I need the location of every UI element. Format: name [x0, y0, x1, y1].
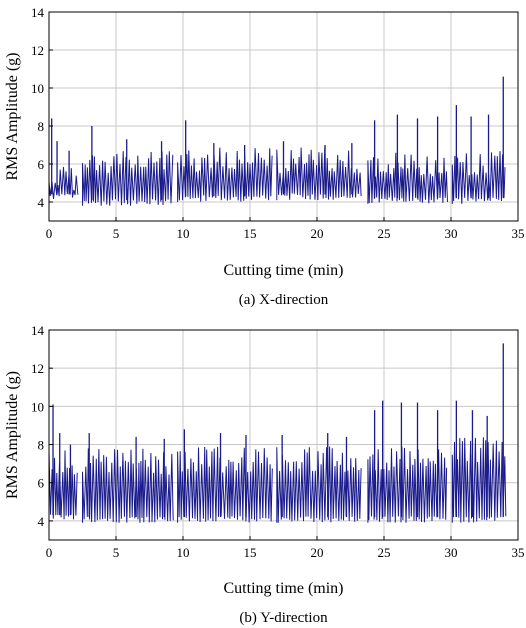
x-tick-label: 0 [46, 545, 53, 560]
signal-segment [177, 147, 273, 202]
x-tick-label: 35 [512, 226, 525, 241]
x-tick-label: 10 [177, 226, 190, 241]
chart-panel-y: 0 5 10 15 20 25 30 35 4 6 8 10 12 14 Cutting time (min… [4, 323, 525, 626]
y-axis-label: RMS Amplitude (g) [4, 371, 21, 499]
signal-segment [451, 437, 507, 523]
y-tick-label: 4 [38, 514, 45, 529]
x-tick-label: 30 [445, 226, 458, 241]
x-tick-label: 20 [311, 226, 324, 241]
x-tick-label: 25 [378, 226, 391, 241]
signal-segment [82, 448, 174, 523]
y-tick-label: 10 [31, 399, 44, 414]
y-tick-label: 12 [31, 361, 44, 376]
signal-segment [367, 446, 448, 523]
y-tick-label: 6 [38, 157, 45, 172]
y-tick-label: 4 [38, 195, 45, 210]
y-axis-label: RMS Amplitude (g) [4, 52, 21, 180]
y-tick-label: 12 [31, 43, 44, 58]
y-tick-label: 6 [38, 476, 45, 491]
x-tick-label: 35 [512, 545, 525, 560]
signal-segment [276, 446, 362, 523]
y-tick-label: 8 [38, 119, 45, 134]
x-tick-label: 5 [113, 226, 120, 241]
y-tick-label: 8 [38, 438, 45, 453]
x-tick-label: 25 [378, 545, 391, 560]
panel-caption: (b) Y-direction [239, 610, 328, 626]
signal-segment [177, 446, 273, 523]
x-tick-label: 15 [244, 545, 257, 560]
x-tick-label: 15 [244, 226, 257, 241]
y-tick-label: 14 [31, 323, 45, 338]
y-tick-label: 10 [31, 81, 44, 96]
signal-segment [48, 166, 79, 201]
x-axis-label: Cutting time (min) [224, 580, 344, 597]
signal-segment [367, 152, 448, 204]
signal-segment [451, 151, 506, 204]
x-tick-label: 5 [113, 545, 120, 560]
x-tick-label: 0 [46, 226, 53, 241]
signal-segment [276, 147, 362, 201]
plot-frame [48, 329, 519, 541]
signal-segment [82, 151, 174, 206]
plot-frame [48, 11, 519, 222]
x-tick-label: 30 [445, 545, 458, 560]
chart-panel-x: 0 5 10 15 20 25 30 35 4 6 8 10 12 14 Cutting time (min… [4, 5, 525, 308]
x-tick-label: 10 [177, 545, 190, 560]
y-tick-label: 14 [31, 5, 45, 20]
x-tick-label: 20 [311, 545, 324, 560]
x-axis-label: Cutting time (min) [224, 262, 344, 279]
panel-caption: (a) X-direction [239, 292, 329, 308]
